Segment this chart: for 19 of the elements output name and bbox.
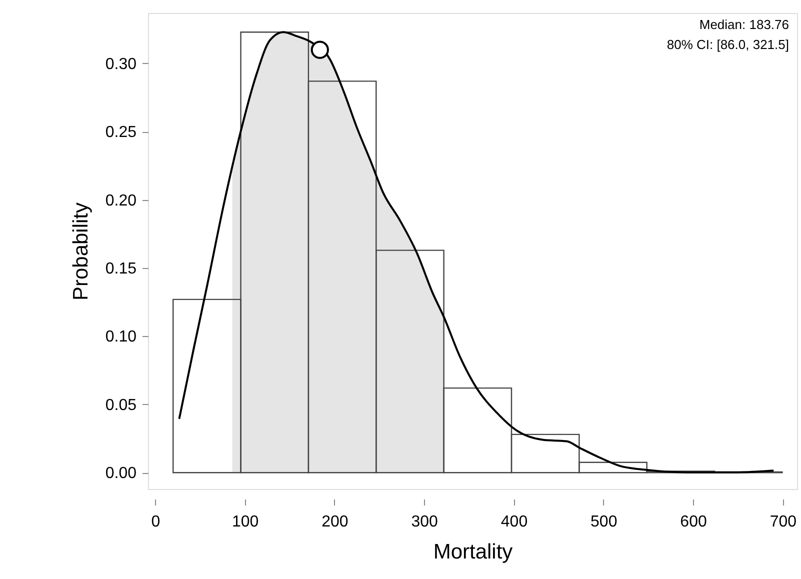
x-tick-label: 700 — [770, 514, 797, 530]
y-tick-label: 0.00 — [105, 465, 137, 482]
y-axis-title: Probability — [69, 202, 92, 301]
x-tick-label: 0 — [151, 514, 160, 530]
annotation: Median: 183.76 — [699, 17, 789, 32]
x-tick-label: 500 — [590, 514, 618, 530]
y-tick-label: 0.20 — [105, 192, 137, 210]
y-tick-label: 0.05 — [105, 396, 137, 414]
annotation: 80% CI: [86.0, 321.5] — [666, 37, 789, 52]
x-axis-title: Mortality — [433, 540, 514, 564]
y-tick-label: 0.10 — [105, 328, 137, 346]
x-tick-label: 100 — [232, 514, 259, 530]
y-tick-label: 0.25 — [105, 124, 137, 142]
x-tick-label: 400 — [500, 514, 528, 530]
y-tick-label: 0.15 — [105, 260, 137, 278]
x-tick-label: 300 — [411, 514, 438, 530]
x-tick-label: 200 — [322, 514, 348, 530]
x-tick-label: 600 — [680, 514, 707, 530]
y-tick-label: 0.30 — [105, 56, 137, 73]
